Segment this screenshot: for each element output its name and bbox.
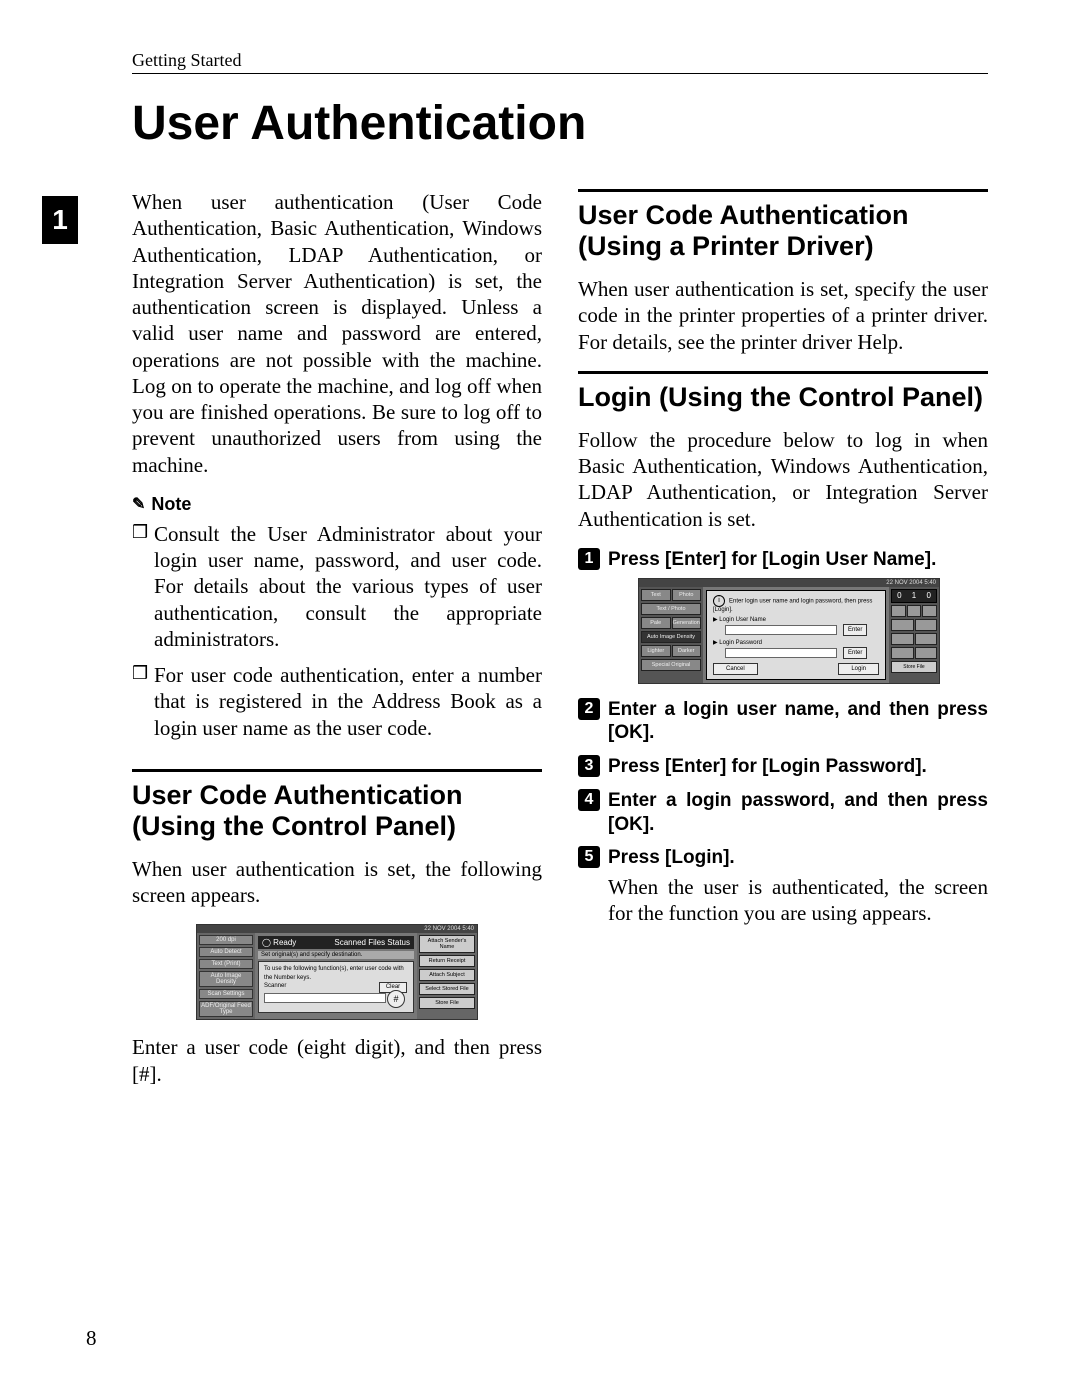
shot-rbtn: Attach Subject <box>419 969 475 981</box>
step-number-icon: 2 <box>578 698 600 720</box>
note-item: Consult the User Administrator about you… <box>154 521 542 652</box>
shot-panel-text: To use the following function(s), enter … <box>264 965 408 982</box>
shot2-tab: Text / Photo <box>641 603 701 615</box>
shot-rbtn: Select Stored File <box>419 983 475 995</box>
section-body: Follow the procedure below to log in whe… <box>578 427 988 532</box>
section-body: When user authentication is set, specify… <box>578 276 988 355</box>
shot-datetime: 22 NOV 2004 5:40 <box>197 925 477 933</box>
step-item: 4 Enter a login password, and then press… <box>578 789 988 837</box>
shot-main: ◯ Ready Scanned Files Status Set origina… <box>255 933 417 1019</box>
shot2-dialog-msg: Enter login user name and login password… <box>713 598 872 612</box>
shot2-dialog: iEnter login user name and login passwor… <box>706 590 886 680</box>
info-icon: i <box>713 595 725 607</box>
section-rule <box>578 371 988 374</box>
shot2-datetime: 22 NOV 2004 5:40 <box>639 579 939 587</box>
page-title: User Authentication <box>132 96 988 151</box>
step-heading: Enter a login password, and then press [… <box>608 789 988 837</box>
screenshot-user-code: 22 NOV 2004 5:40 200 dpi Auto Detect Tex… <box>196 924 478 1020</box>
two-columns: When user authentication (User Code Auth… <box>132 189 988 1103</box>
shot2-center: iEnter login user name and login passwor… <box>703 587 889 683</box>
shot-hash-button: # <box>387 990 405 1008</box>
shot2-enter-button: Enter <box>843 647 867 659</box>
shot2-tab: TextPhoto <box>641 589 701 601</box>
intro-paragraph: When user authentication (User Code Auth… <box>132 189 542 478</box>
step-heading: Press [Login]. <box>608 846 988 870</box>
shot-rbtn: Store File <box>419 997 475 1009</box>
shot2-tab: Special Original <box>641 659 701 671</box>
shot2-enter-button: Enter <box>843 624 867 636</box>
shot-left-panel: 200 dpi Auto Detect Text (Print) Auto Im… <box>197 933 255 1019</box>
page-number: 8 <box>86 1326 97 1351</box>
shot-rbtn: Return Receipt <box>419 955 475 967</box>
note-heading: ✎ Note <box>132 494 542 515</box>
note-item: For user code authentication, enter a nu… <box>154 662 542 741</box>
shot2-right: 010 Store File <box>889 587 939 683</box>
step-heading: Press [Enter] for [Login User Name]. <box>608 548 988 572</box>
shot2-label: ▶ Login Password <box>713 639 879 646</box>
step-list: 1 Press [Enter] for [Login User Name]. 2… <box>578 548 988 927</box>
shot2-store: Store File <box>891 661 937 673</box>
shot2-cancel-button: Cancel <box>713 663 758 675</box>
shot-right-panel: Attach Sender's Name Return Receipt Atta… <box>417 933 477 1019</box>
shot-tag: Auto Detect <box>199 947 253 957</box>
step-number-icon: 5 <box>578 846 600 868</box>
step-heading: Enter a login user name, and then press … <box>608 698 988 746</box>
page: Getting Started User Authentication 1 Wh… <box>0 0 1080 1397</box>
shot-panel: To use the following function(s), enter … <box>258 961 414 1013</box>
note-heading-text: Note <box>151 494 191 515</box>
shot2-tab: PaleGeneration <box>641 617 701 629</box>
shot2-input <box>725 625 837 635</box>
shot-tag: Text (Print) <box>199 959 253 969</box>
section-body: Enter a user code (eight digit), and the… <box>132 1034 542 1087</box>
note-list: Consult the User Administrator about you… <box>132 521 542 741</box>
shot2-tab: LighterDarker <box>641 645 701 657</box>
shot-tag: 200 dpi <box>199 935 253 945</box>
section-body: When user authentication is set, the fol… <box>132 856 542 909</box>
step-number-icon: 4 <box>578 789 600 811</box>
step-heading: Press [Enter] for [Login Password]. <box>608 755 988 779</box>
shot2-counter: 010 <box>891 589 937 603</box>
shot2-label: ▶ Login User Name <box>713 616 879 623</box>
section-rule <box>578 189 988 192</box>
shot-tag: ADF/Original Feed Type <box>199 1001 253 1017</box>
section-heading: User Code Authentication (Using a Printe… <box>578 200 988 262</box>
chapter-tab: 1 <box>42 196 78 244</box>
running-rule <box>132 73 988 74</box>
shot-input <box>264 993 386 1003</box>
step-number-icon: 1 <box>578 548 600 570</box>
shot-tag: Auto Image Density <box>199 971 253 987</box>
step-number-icon: 3 <box>578 755 600 777</box>
shot2-tab: Auto Image Density <box>641 631 701 643</box>
step-item: 5 Press [Login]. When the user is authen… <box>578 846 988 926</box>
shot-ready-right: Scanned Files Status <box>334 938 410 947</box>
shot-tag: Scan Settings <box>199 989 253 999</box>
column-left: When user authentication (User Code Auth… <box>132 189 542 1103</box>
section-rule <box>132 769 542 772</box>
running-head: Getting Started <box>132 50 988 71</box>
column-right: User Code Authentication (Using a Printe… <box>578 189 988 1103</box>
step-body: When the user is authenticated, the scre… <box>608 874 988 927</box>
section-heading: User Code Authentication (Using the Cont… <box>132 780 542 842</box>
shot2-left: TextPhoto Text / Photo PaleGeneration Au… <box>639 587 703 683</box>
shot-ready-text: ◯ Ready <box>262 938 296 947</box>
shot-sub-text: Set original(s) and specify destination. <box>261 952 362 958</box>
shot-ready: ◯ Ready Scanned Files Status <box>258 936 414 949</box>
step-item: 1 Press [Enter] for [Login User Name]. 2… <box>578 548 988 684</box>
step-item: 2 Enter a login user name, and then pres… <box>578 698 988 746</box>
shot2-input <box>725 648 837 658</box>
shot-rbtn: Attach Sender's Name <box>419 935 475 953</box>
pencil-icon: ✎ <box>132 494 145 514</box>
shot2-login-button: Login <box>838 663 879 675</box>
section-heading: Login (Using the Control Panel) <box>578 382 988 413</box>
screenshot-login: 22 NOV 2004 5:40 TextPhoto Text / Photo … <box>638 578 940 684</box>
shot-sub: Set original(s) and specify destination. <box>258 951 414 959</box>
step-item: 3 Press [Enter] for [Login Password]. <box>578 755 988 779</box>
